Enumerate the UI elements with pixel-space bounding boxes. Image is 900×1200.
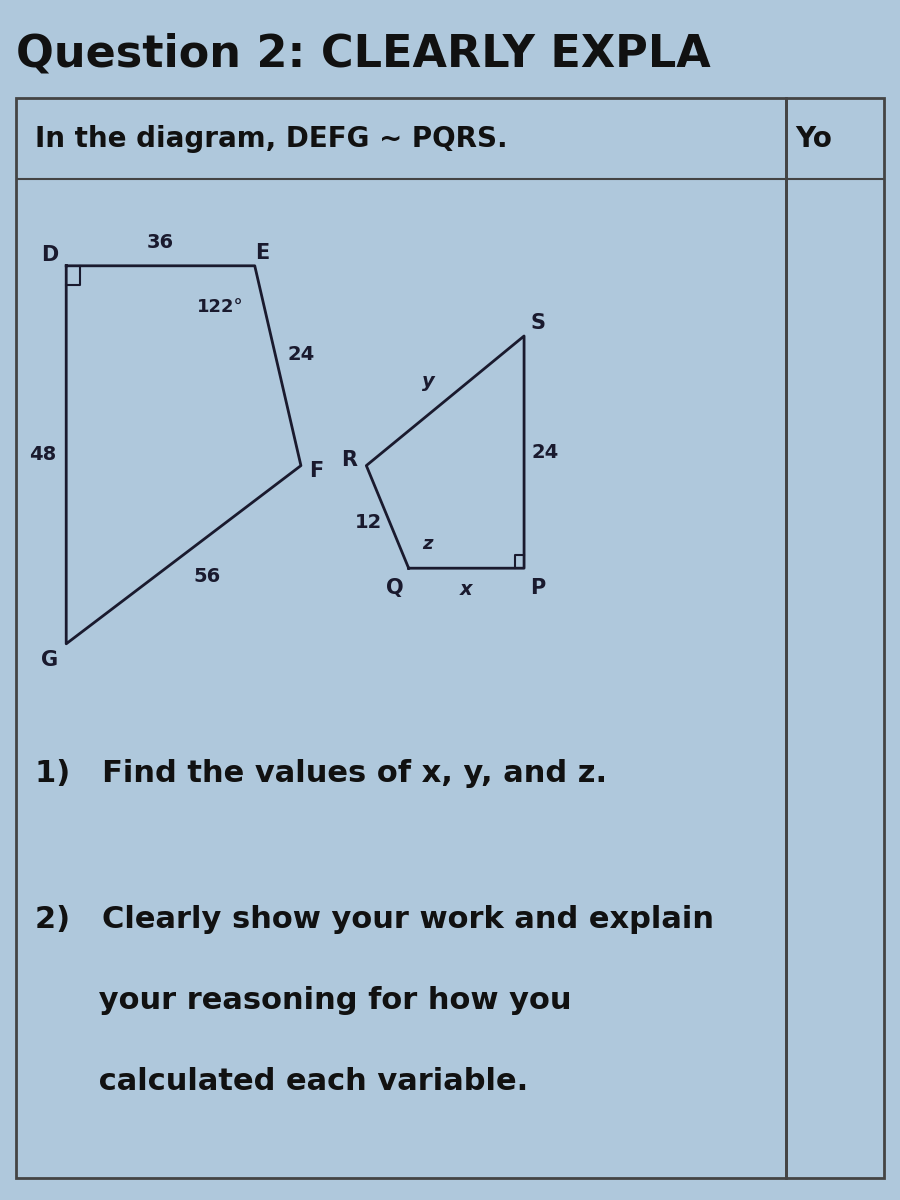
Text: 48: 48 [30,445,57,464]
Text: Yo: Yo [796,125,832,152]
Text: 24: 24 [287,346,314,365]
Text: 56: 56 [193,566,220,586]
Text: S: S [530,313,545,334]
Text: y: y [422,372,435,391]
Text: calculated each variable.: calculated each variable. [35,1067,528,1096]
Text: R: R [341,450,357,470]
Text: your reasoning for how you: your reasoning for how you [35,985,572,1015]
Text: 2)   Clearly show your work and explain: 2) Clearly show your work and explain [35,905,715,934]
Text: 36: 36 [147,233,174,252]
Text: In the diagram, DEFG ∼ PQRS.: In the diagram, DEFG ∼ PQRS. [35,125,508,152]
Text: 24: 24 [532,443,559,462]
Text: x: x [460,581,473,599]
Text: 122°: 122° [197,298,243,316]
Text: z: z [423,535,433,553]
Text: 1)   Find the values of x, y, and z.: 1) Find the values of x, y, and z. [35,758,608,788]
Text: 12: 12 [355,512,382,532]
Text: F: F [310,461,323,481]
Text: D: D [40,245,58,265]
Text: G: G [40,650,58,670]
Text: Q: Q [386,577,403,598]
Text: P: P [530,577,545,598]
Text: Question 2: CLEARLY EXPLA: Question 2: CLEARLY EXPLA [16,32,711,76]
Text: E: E [256,242,270,263]
